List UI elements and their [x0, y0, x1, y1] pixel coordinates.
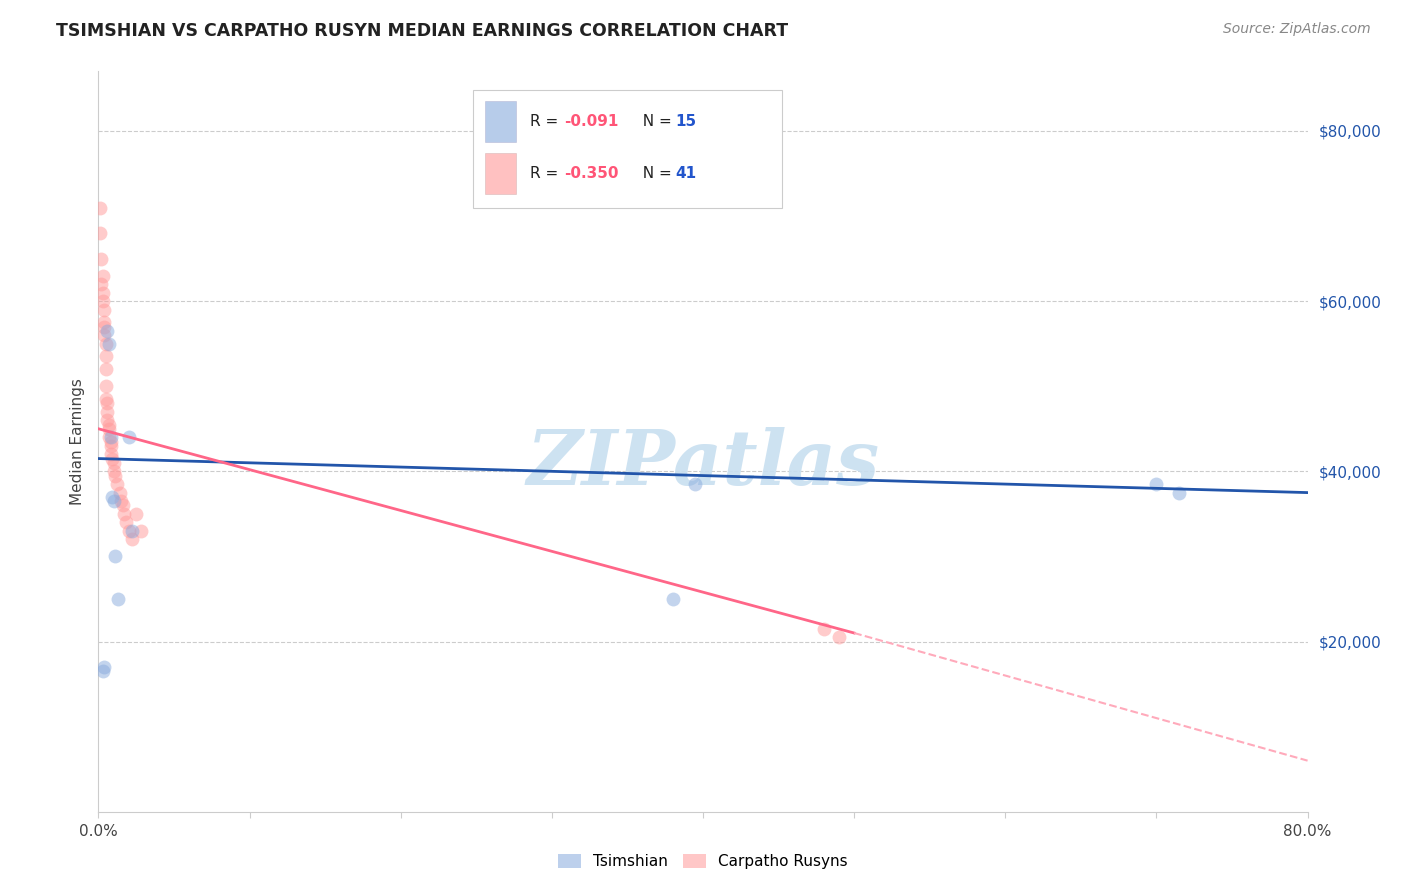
Point: [96, 413, 118, 427]
Point: [118, 524, 141, 538]
Point: [100, 447, 122, 461]
Point: [103, 456, 125, 470]
Point: [100, 439, 122, 453]
Y-axis label: Median Earnings: Median Earnings: [69, 378, 84, 505]
Point: [93, 328, 115, 343]
Point: [105, 477, 128, 491]
Text: -0.091: -0.091: [564, 114, 619, 128]
Point: [121, 524, 143, 538]
Point: [91, 268, 114, 283]
Point: [103, 494, 125, 508]
Point: [101, 490, 124, 504]
Point: [94, 362, 117, 376]
Text: R =: R =: [530, 166, 564, 181]
Point: [661, 591, 683, 606]
Point: [91, 285, 114, 300]
Point: [108, 485, 131, 500]
Point: [91, 665, 114, 679]
Text: 15: 15: [675, 114, 696, 128]
Point: [101, 451, 124, 466]
FancyBboxPatch shape: [485, 153, 516, 194]
Point: [98, 336, 121, 351]
Legend: Tsimshian, Carpatho Rusyns: Tsimshian, Carpatho Rusyns: [553, 848, 853, 875]
Text: -0.350: -0.350: [564, 166, 619, 181]
Point: [114, 516, 136, 530]
Point: [125, 507, 148, 521]
Point: [112, 507, 135, 521]
Point: [89, 226, 111, 240]
FancyBboxPatch shape: [474, 90, 782, 209]
Point: [96, 405, 118, 419]
FancyBboxPatch shape: [485, 101, 516, 142]
Point: [98, 422, 121, 436]
Point: [93, 315, 115, 329]
Point: [118, 430, 141, 444]
Text: 41: 41: [675, 166, 696, 181]
Point: [129, 524, 152, 538]
Point: [91, 294, 114, 309]
Point: [813, 622, 835, 636]
Point: [100, 430, 122, 444]
Point: [93, 660, 115, 674]
Text: N =: N =: [633, 166, 676, 181]
Point: [93, 302, 115, 317]
Point: [94, 379, 117, 393]
Text: R =: R =: [530, 114, 564, 128]
Text: TSIMSHIAN VS CARPATHO RUSYN MEDIAN EARNINGS CORRELATION CHART: TSIMSHIAN VS CARPATHO RUSYN MEDIAN EARNI…: [56, 22, 789, 40]
Point: [90, 277, 112, 292]
Point: [89, 201, 111, 215]
Point: [104, 468, 127, 483]
Point: [96, 324, 118, 338]
Point: [93, 319, 115, 334]
Point: [110, 494, 132, 508]
Point: [98, 430, 121, 444]
Point: [94, 350, 117, 364]
Point: [100, 434, 122, 449]
Point: [96, 396, 118, 410]
Point: [111, 499, 134, 513]
Point: [104, 549, 127, 564]
Point: [94, 392, 117, 406]
Point: [828, 630, 851, 644]
Point: [121, 533, 143, 547]
Text: ZIPatlas: ZIPatlas: [526, 426, 880, 500]
Point: [103, 464, 125, 478]
Point: [685, 477, 707, 491]
Point: [1168, 485, 1191, 500]
Text: Source: ZipAtlas.com: Source: ZipAtlas.com: [1223, 22, 1371, 37]
Point: [94, 336, 117, 351]
Point: [90, 252, 112, 266]
Text: N =: N =: [633, 114, 676, 128]
Point: [1144, 477, 1167, 491]
Point: [98, 417, 121, 432]
Point: [107, 591, 129, 606]
